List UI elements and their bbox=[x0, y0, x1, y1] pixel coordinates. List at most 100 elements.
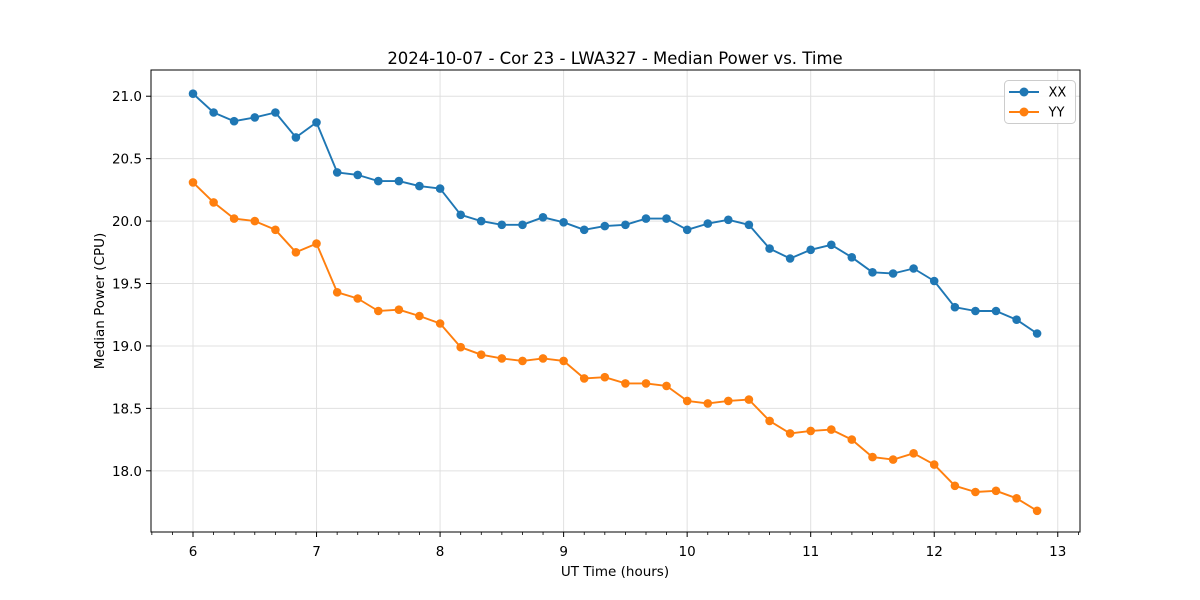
data-point bbox=[1032, 506, 1042, 516]
series-line-XX bbox=[192, 92, 1038, 335]
plot-border bbox=[150, 69, 1081, 533]
data-point bbox=[950, 481, 960, 491]
data-point bbox=[827, 425, 836, 434]
y-tick-label: 19.0 bbox=[112, 339, 142, 355]
data-point bbox=[641, 214, 651, 223]
data-point bbox=[744, 395, 754, 404]
legend-marker bbox=[1019, 107, 1029, 117]
data-point bbox=[806, 426, 815, 436]
data-point bbox=[250, 216, 260, 226]
y-tick-label: 21.0 bbox=[112, 89, 142, 105]
data-point bbox=[497, 220, 507, 230]
y-tick-label: 20.0 bbox=[112, 214, 142, 230]
data-point bbox=[785, 429, 795, 438]
data-point bbox=[271, 225, 280, 235]
data-point bbox=[394, 176, 404, 186]
data-point bbox=[662, 214, 671, 223]
data-point bbox=[476, 350, 486, 360]
data-point bbox=[806, 245, 815, 255]
data-point bbox=[600, 372, 610, 382]
x-tick-label: 8 bbox=[436, 544, 445, 560]
data-point bbox=[353, 170, 363, 180]
data-point bbox=[579, 374, 589, 383]
y-tick-label: 18.5 bbox=[112, 401, 142, 417]
data-point bbox=[291, 133, 301, 142]
data-series bbox=[188, 89, 1042, 516]
x-tick-label: 11 bbox=[802, 544, 819, 560]
data-point bbox=[271, 108, 280, 117]
data-point bbox=[929, 460, 939, 469]
data-point bbox=[971, 487, 980, 497]
data-point bbox=[1032, 329, 1042, 338]
data-point bbox=[765, 244, 774, 253]
data-point bbox=[724, 215, 733, 225]
data-point bbox=[209, 108, 218, 117]
data-point bbox=[291, 248, 301, 257]
data-point bbox=[518, 220, 527, 230]
data-point bbox=[1012, 315, 1021, 325]
legend-label: XX bbox=[1049, 86, 1067, 101]
chart-title: 2024-10-07 - Cor 23 - LWA327 - Median Po… bbox=[387, 49, 842, 68]
data-point bbox=[229, 214, 239, 223]
x-tick-label: 12 bbox=[926, 544, 943, 560]
legend-entry-YY: YY bbox=[1009, 106, 1064, 121]
data-point bbox=[991, 306, 1001, 316]
data-point bbox=[868, 452, 877, 462]
data-point bbox=[435, 184, 445, 193]
y-axis-label: Median Power (CPU) bbox=[92, 233, 108, 369]
data-point bbox=[1012, 494, 1021, 503]
data-point bbox=[847, 435, 857, 444]
data-point bbox=[909, 264, 918, 273]
legend-label: YY bbox=[1048, 106, 1065, 121]
data-point bbox=[538, 213, 548, 222]
x-tick-label: 6 bbox=[189, 544, 198, 560]
data-point bbox=[332, 168, 342, 177]
data-point bbox=[950, 302, 960, 312]
x-tick-label: 7 bbox=[312, 544, 321, 560]
data-point bbox=[229, 116, 239, 126]
data-point bbox=[682, 396, 692, 406]
y-tick-label: 20.5 bbox=[112, 152, 142, 168]
data-point bbox=[209, 198, 218, 207]
data-point bbox=[188, 89, 198, 98]
data-point bbox=[929, 276, 939, 286]
data-point bbox=[456, 342, 466, 352]
x-tick-label: 10 bbox=[679, 544, 696, 560]
data-point bbox=[353, 294, 363, 303]
data-point bbox=[785, 254, 795, 263]
data-point bbox=[559, 218, 568, 227]
data-point bbox=[435, 319, 445, 328]
data-point bbox=[497, 354, 507, 363]
data-point bbox=[538, 354, 548, 363]
legend-entry-XX: XX bbox=[1009, 86, 1066, 101]
data-point bbox=[703, 219, 713, 228]
data-point bbox=[312, 118, 321, 127]
data-point bbox=[621, 220, 630, 230]
data-point bbox=[600, 221, 610, 231]
series-line-YY bbox=[192, 181, 1038, 512]
data-point bbox=[415, 181, 424, 191]
data-point bbox=[827, 240, 836, 250]
data-point bbox=[394, 305, 404, 315]
data-point bbox=[765, 416, 774, 426]
tick-labels: 6 7 8 9 10 11 12 13 18.0 18.5 19.0 19.5 20.0 20.5 21.0 bbox=[112, 89, 1066, 560]
data-point bbox=[250, 113, 260, 122]
data-point bbox=[703, 399, 713, 408]
data-point bbox=[662, 381, 671, 391]
data-point bbox=[312, 239, 321, 248]
data-point bbox=[888, 455, 898, 464]
y-tick-label: 18.0 bbox=[112, 464, 142, 480]
y-tick-label: 19.5 bbox=[112, 277, 142, 293]
data-point bbox=[991, 486, 1001, 496]
legend: XX YY bbox=[1004, 80, 1076, 124]
data-point bbox=[415, 311, 424, 321]
data-point bbox=[909, 449, 918, 458]
grid-lines bbox=[151, 70, 1080, 532]
data-point bbox=[559, 356, 568, 366]
data-point bbox=[724, 396, 733, 406]
data-point bbox=[374, 176, 383, 186]
data-point bbox=[847, 252, 857, 262]
data-point bbox=[868, 268, 877, 277]
